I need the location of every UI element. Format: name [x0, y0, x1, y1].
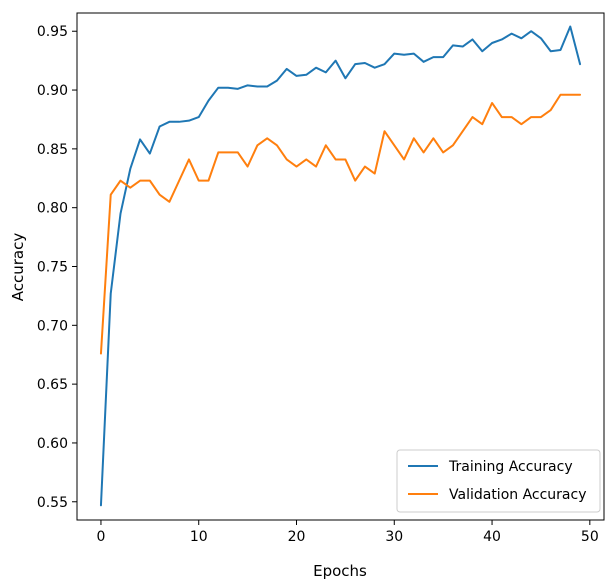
y-tick-label: 0.85: [37, 142, 68, 158]
y-tick-label: 0.75: [37, 260, 68, 276]
x-axis-ticks: 0 10 20 30 40 50: [96, 520, 599, 545]
axes-frame: [76, 12, 605, 521]
y-tick-label: 0.55: [37, 495, 68, 511]
x-tick-label: 0: [96, 529, 105, 545]
y-tick-label: 0.95: [37, 24, 68, 40]
y-tick-label: 0.90: [37, 83, 68, 99]
legend: Training Accuracy Validation Accuracy: [396, 449, 601, 513]
legend-label-training: Training Accuracy: [448, 459, 573, 475]
y-tick-label: 0.60: [37, 436, 68, 452]
legend-box: [396, 449, 601, 513]
y-tick-label: 0.80: [37, 201, 68, 217]
y-axis-label: Accuracy: [9, 233, 27, 302]
x-tick-label: 10: [190, 529, 208, 545]
y-tick-label: 0.65: [37, 377, 68, 393]
validation-accuracy-line: [99, 93, 582, 355]
y-axis-ticks: 0.55 0.60 0.65 0.70 0.75 0.80 0.85 0.90 0.95: [37, 24, 77, 511]
training-accuracy-line: [99, 25, 582, 507]
x-tick-label: 30: [385, 529, 403, 545]
x-axis-label: Epochs: [313, 562, 367, 580]
y-tick-label: 0.70: [37, 318, 68, 334]
legend-label-validation: Validation Accuracy: [449, 487, 587, 503]
series-layer: [99, 25, 582, 507]
x-tick-label: 20: [288, 529, 306, 545]
x-tick-label: 40: [483, 529, 501, 545]
x-tick-label: 50: [581, 529, 599, 545]
